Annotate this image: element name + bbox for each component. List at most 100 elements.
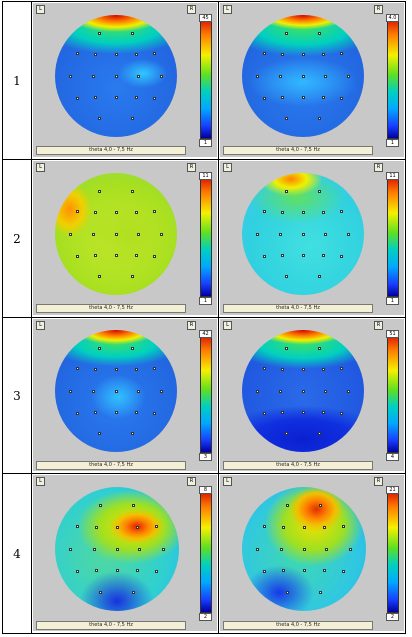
electrode-marker [302, 569, 306, 573]
electrode-marker [94, 211, 98, 215]
left-marker: L [223, 163, 232, 172]
right-marker: R [374, 163, 383, 172]
electrode-marker [114, 368, 118, 372]
electrode-marker [98, 346, 102, 350]
electrode-marker [281, 253, 285, 257]
electrode-marker [263, 524, 267, 528]
electrode-marker [98, 117, 102, 121]
table-row: 2 L R 11 1 theta 4,0 - 7,5 Hz L R 11 1 t… [2, 159, 406, 318]
scale-max-value: 11 [199, 172, 212, 180]
electrode-marker [302, 547, 306, 551]
electrode-marker [317, 31, 321, 35]
electrode-marker [301, 74, 305, 78]
electrode-marker [285, 275, 289, 279]
band-caption: theta 4,0 - 7,5 Hz [36, 461, 186, 470]
table-row: 4 L R 8 2 theta 4,0 - 7,5 Hz L R 21 2 th… [2, 473, 406, 634]
left-marker: L [223, 477, 232, 486]
electrode-marker [262, 255, 266, 259]
topomap-cell: L R 11 1 theta 4,0 - 7,5 Hz [31, 159, 219, 318]
electrode-marker [279, 547, 283, 551]
head-map [55, 330, 177, 452]
topomap-cell: L R 21 2 theta 4,0 - 7,5 Hz [218, 473, 406, 634]
electrode-marker [153, 209, 157, 213]
band-caption: theta 4,0 - 7,5 Hz [223, 461, 373, 470]
electrode-marker [301, 389, 305, 393]
electrode-marker [68, 74, 72, 78]
electrode-marker [137, 232, 141, 236]
electrode-marker [130, 275, 134, 279]
electrode-marker [262, 209, 266, 213]
scale-max-value: 51 [386, 330, 399, 338]
band-caption: theta 4,0 - 7,5 Hz [36, 621, 186, 630]
electrode-marker [323, 525, 327, 529]
scale-min-value: 3 [199, 453, 212, 461]
color-scale-bar [387, 15, 399, 139]
scale-min-value: 1 [386, 139, 399, 147]
electrode-marker [323, 569, 327, 573]
electrode-marker [98, 432, 102, 436]
electrode-marker [281, 569, 285, 573]
electrode-marker [130, 189, 134, 193]
electrode-marker [301, 232, 305, 236]
electrode-marker [69, 547, 73, 551]
scale-max-value: 8 [199, 486, 212, 494]
electrode-marker [262, 97, 266, 101]
electrode-marker [324, 232, 328, 236]
electrode-marker [154, 570, 158, 574]
electrode-marker [281, 95, 285, 99]
electrode-marker [76, 570, 80, 574]
topomap-cell: L R 4.0 1 theta 4,0 - 7,5 Hz [218, 1, 406, 160]
electrode-marker [318, 503, 322, 507]
electrode-marker [256, 547, 260, 551]
electrode-marker [340, 97, 344, 101]
electrode-marker [255, 389, 259, 393]
electrode-marker [94, 525, 98, 529]
electrode-marker [262, 366, 266, 370]
electrode-marker [301, 53, 305, 57]
topomap-panel: L R 21 2 theta 4,0 - 7,5 Hz [220, 475, 404, 631]
electrode-marker [317, 275, 321, 279]
scale-max-value: 45 [199, 14, 212, 22]
electrode-marker [136, 525, 140, 529]
electrode-marker [255, 74, 259, 78]
electrode-marker [130, 432, 134, 436]
electrode-marker [134, 410, 138, 414]
topomap-panel: L R 45 1 theta 4,0 - 7,5 Hz [33, 3, 217, 157]
electrode-marker [94, 410, 98, 414]
left-marker: L [223, 321, 232, 330]
electrode-marker [76, 524, 80, 528]
electrode-marker [130, 346, 134, 350]
electrode-marker [255, 232, 259, 236]
color-scale-bar [200, 173, 212, 297]
electrode-marker [130, 117, 134, 121]
electrode-marker [281, 211, 285, 215]
electrode-marker [324, 74, 328, 78]
electrode-marker [153, 51, 157, 55]
scale-max-value: 11 [386, 172, 399, 180]
head-map [242, 173, 364, 295]
electrode-marker [340, 51, 344, 55]
electrode-marker [281, 410, 285, 414]
electrode-marker [92, 547, 96, 551]
color-scale-bar [200, 15, 212, 139]
electrode-marker [98, 189, 102, 193]
electrode-marker [262, 412, 266, 416]
color-scale-bar [387, 487, 399, 613]
scale-max-value: 21 [386, 486, 399, 494]
electrode-marker [278, 74, 282, 78]
electrode-marker [131, 591, 135, 595]
head-map [55, 173, 177, 295]
electrode-marker [285, 432, 289, 436]
electrode-marker [131, 503, 135, 507]
head-map [242, 487, 366, 611]
electrode-marker [317, 346, 321, 350]
electrode-marker [153, 366, 157, 370]
left-marker: L [223, 5, 232, 14]
electrode-marker [94, 368, 98, 372]
topomap-cell: L R 11 1 theta 4,0 - 7,5 Hz [218, 159, 406, 318]
electrode-marker [301, 368, 305, 372]
table-row: 3 L R 42 3 theta 4,0 - 7,5 Hz L R 51 4 t… [2, 317, 406, 474]
band-caption: theta 4,0 - 7,5 Hz [36, 304, 186, 313]
electrode-marker [340, 255, 344, 259]
electrode-marker [281, 525, 285, 529]
